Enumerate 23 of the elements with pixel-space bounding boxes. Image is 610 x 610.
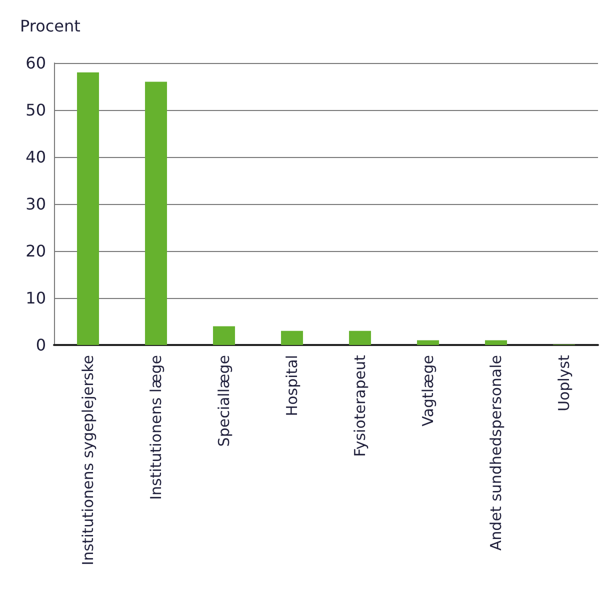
x-tick-label: Andet sundhedspersonale	[487, 355, 505, 551]
bar	[213, 326, 235, 345]
x-tick-label: Vagtlæge	[419, 355, 437, 426]
y-tick-label: 0	[36, 336, 46, 354]
x-tick-label: Hospital	[283, 355, 301, 416]
x-tick-label: Speciallæge	[215, 355, 233, 447]
y-tick-label: 30	[26, 194, 46, 214]
y-tick-label: 40	[26, 148, 46, 166]
y-tick-label: 20	[26, 242, 46, 260]
bar	[145, 82, 167, 345]
bar	[349, 330, 371, 345]
x-tick-label: Uoplyst	[555, 354, 573, 412]
y-tick-label: 10	[26, 288, 46, 308]
x-tick-label: Institutionens læge	[147, 355, 165, 500]
x-tick-label: Fysioterapeut	[351, 354, 369, 457]
x-tick-label: Institutionens sygeplejerske	[79, 355, 97, 566]
bar	[281, 330, 303, 345]
y-tick-label: 50	[26, 100, 46, 120]
y-tick-label: 60	[26, 54, 46, 72]
y-axis-title: Procent	[20, 16, 80, 36]
bar	[485, 340, 507, 345]
bar	[417, 340, 439, 345]
bar	[77, 72, 99, 345]
